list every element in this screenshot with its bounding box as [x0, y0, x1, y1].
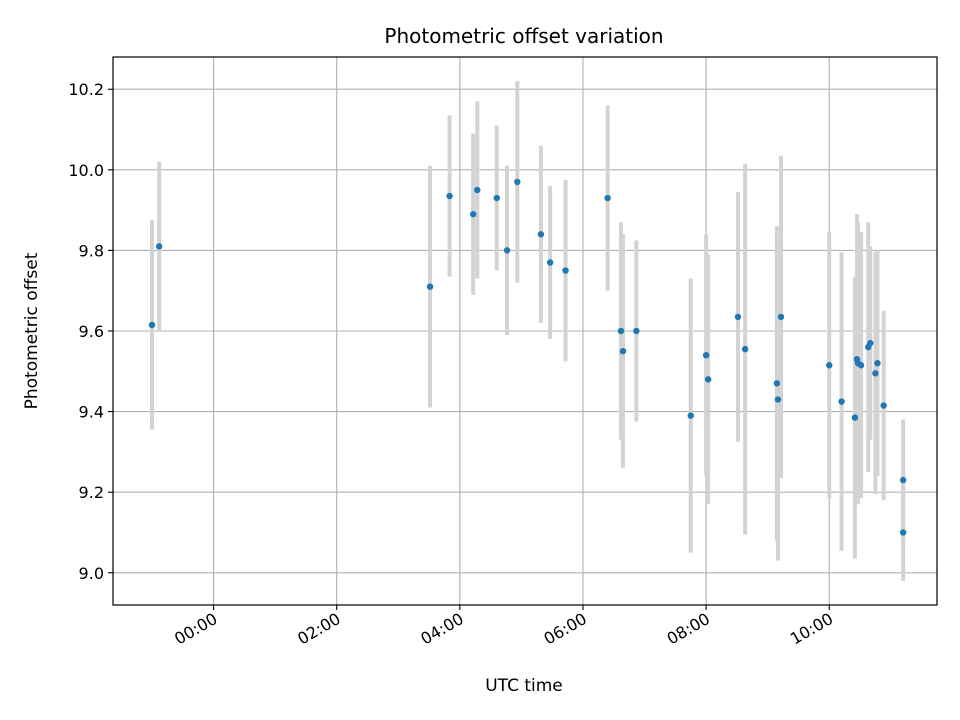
data-point: [155, 243, 163, 250]
data-point: [446, 192, 453, 200]
x-axis-label: UTC time: [485, 676, 563, 696]
y-axis-label: Photometric offset: [22, 252, 42, 409]
data-point: [899, 529, 907, 536]
data-point: [851, 414, 859, 421]
y-tick-label: 9.4: [79, 403, 104, 422]
y-tick-label: 9.6: [79, 322, 104, 341]
y-tick-label: 9.0: [79, 564, 104, 583]
data-point: [148, 321, 156, 329]
data-point: [774, 396, 782, 403]
y-tick-label: 10.2: [68, 80, 104, 99]
y-axis: 9.0 9.2 9.4 9.6 9.8 10.0 10.2: [68, 80, 113, 583]
data-point: [426, 283, 434, 290]
y-gridlines: [113, 88, 937, 574]
data-point: [546, 259, 554, 266]
data-point: [867, 339, 874, 347]
data-point: [493, 194, 500, 202]
data-point: [857, 362, 865, 369]
data-point: [702, 351, 710, 359]
data-point: [619, 347, 627, 355]
data-point: [874, 360, 881, 367]
data-points: [148, 178, 907, 536]
y-tick-label: 9.8: [79, 241, 104, 260]
data-point: [604, 194, 611, 202]
data-point: [633, 327, 640, 335]
data-point: [617, 327, 625, 335]
chart-title: Photometric offset variation: [384, 24, 663, 48]
y-tick-label: 9.2: [79, 483, 104, 502]
data-point: [704, 376, 712, 383]
data-point: [503, 247, 511, 254]
data-point: [687, 412, 694, 419]
y-tick-label: 10.0: [68, 161, 104, 180]
data-point: [826, 362, 833, 369]
data-point: [880, 402, 887, 409]
data-point: [474, 186, 481, 194]
data-point: [537, 231, 545, 238]
data-point: [838, 398, 845, 405]
data-point: [777, 313, 785, 321]
data-point: [514, 178, 521, 186]
data-point: [773, 380, 781, 387]
data-point: [741, 345, 749, 353]
data-point: [734, 313, 742, 321]
data-point: [872, 370, 879, 377]
data-point: [562, 267, 569, 274]
data-point: [899, 476, 907, 484]
data-point: [469, 210, 477, 218]
